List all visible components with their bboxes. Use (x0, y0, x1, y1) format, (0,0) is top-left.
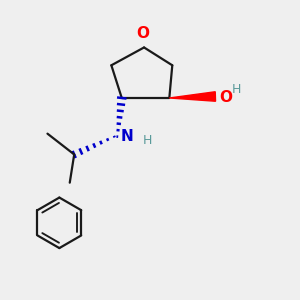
Text: H: H (142, 134, 152, 147)
Text: H: H (232, 82, 241, 96)
Text: O: O (219, 90, 232, 105)
Polygon shape (169, 92, 215, 101)
Text: N: N (120, 128, 133, 143)
Text: O: O (136, 26, 149, 41)
